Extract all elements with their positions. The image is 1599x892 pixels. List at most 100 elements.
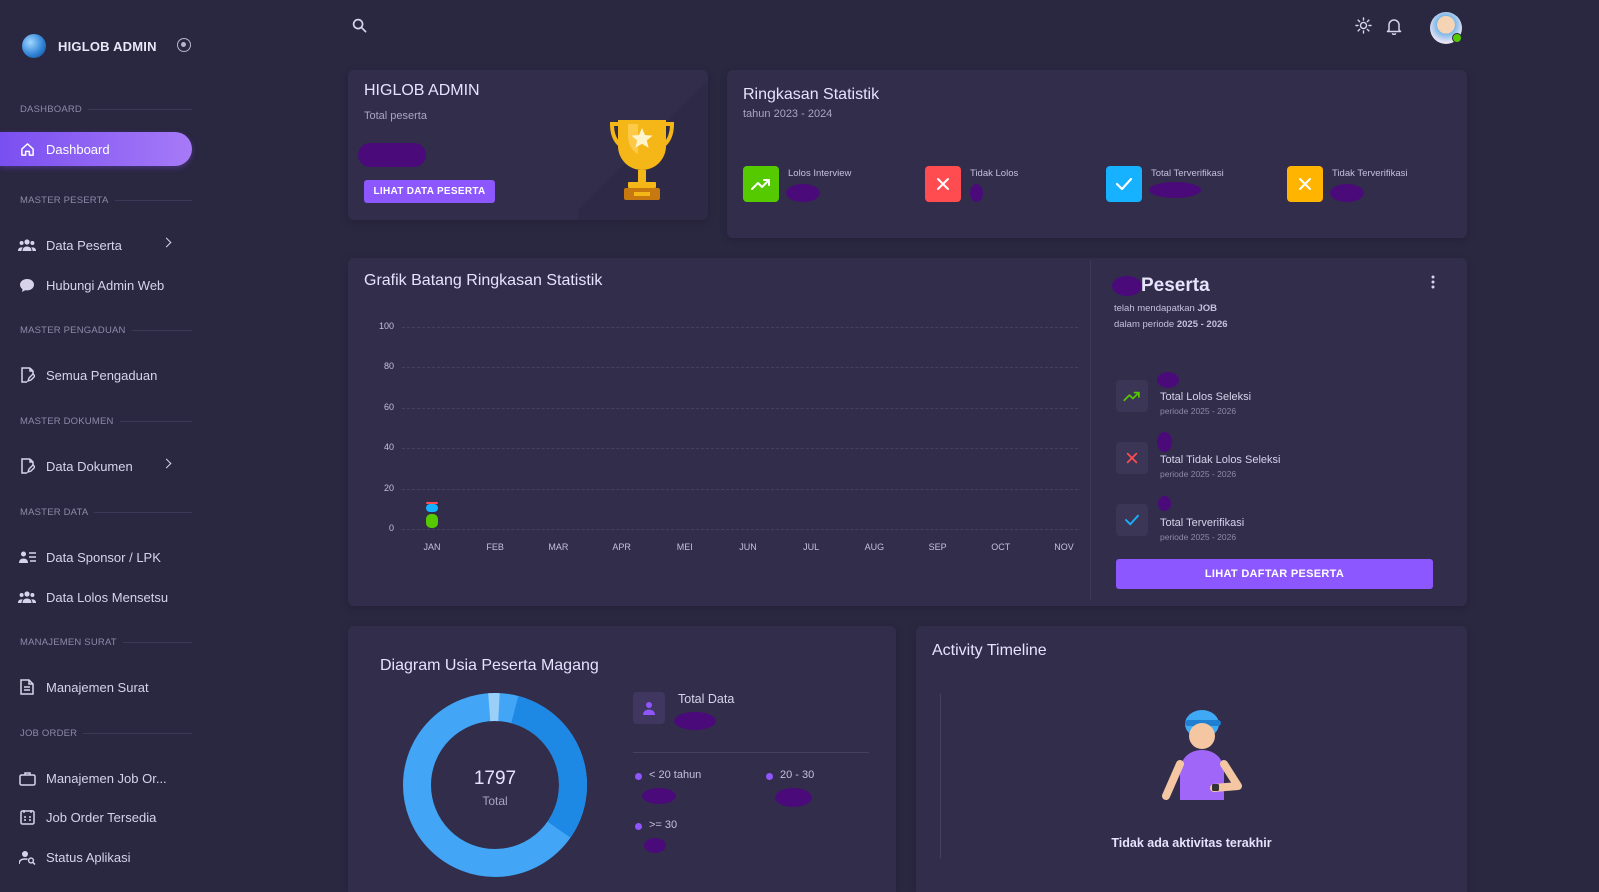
more-options-button[interactable] — [1431, 275, 1435, 294]
document-icon — [18, 678, 36, 696]
bar-chart-title: Grafik Batang Ringkasan Statistik — [364, 272, 603, 289]
x-tick-label: NOV — [1054, 542, 1074, 552]
x-tick-label: JAN — [423, 542, 441, 552]
timeline-title: Activity Timeline — [932, 642, 1047, 659]
gridline — [402, 407, 1078, 409]
donut-chart — [402, 692, 588, 883]
redacted-value — [642, 788, 676, 804]
sidebar-item-manajemen-job-order[interactable]: Manajemen Job Or... — [18, 761, 190, 795]
row-title: Total Lolos Seleksi — [1160, 391, 1252, 403]
notifications-button[interactable] — [1386, 17, 1402, 40]
timeline-empty-text: Tidak ada aktivitas terakhir — [1111, 836, 1272, 850]
sidebar-item-data-dokumen[interactable]: Data Dokumen — [18, 449, 190, 483]
bar-lolos-interview[interactable] — [426, 513, 438, 528]
welcome-title: HIGLOB ADMIN — [364, 82, 480, 99]
bell-icon — [1386, 18, 1402, 35]
sidebar-item-label: Data Dokumen — [46, 458, 133, 474]
briefcase-icon — [18, 769, 36, 787]
topbar-actions — [1355, 12, 1462, 44]
gridline — [402, 367, 1078, 369]
sidebar-item-label: Manajemen Job Or... — [46, 770, 167, 786]
user-search-icon — [18, 848, 36, 866]
sidebar-toggle-icon[interactable] — [177, 38, 191, 52]
peserta-line1-text: telah mendapatkan — [1114, 303, 1198, 314]
gridline — [402, 488, 1078, 490]
sidebar-item-data-peserta[interactable]: Data Peserta — [18, 228, 190, 262]
users-icon — [18, 236, 36, 254]
search-button[interactable] — [352, 18, 367, 38]
redacted-value — [644, 838, 666, 853]
y-tick-label: 60 — [383, 401, 394, 412]
more-vertical-icon — [1431, 275, 1435, 289]
sidebar-item-data-lolos-mensetsu[interactable]: Data Lolos Mensetsu — [18, 580, 190, 614]
user-avatar[interactable] — [1430, 12, 1462, 44]
search-icon — [352, 18, 367, 33]
check-icon — [1115, 177, 1133, 191]
section-manajemen-surat: MANAJEMEN SURAT — [20, 637, 192, 648]
user-icon — [643, 702, 655, 715]
file-edit-icon — [18, 366, 36, 384]
summary-card: Ringkasan Statistik tahun 2023 - 2024 Lo… — [727, 70, 1467, 238]
sidebar-item-semua-pengaduan[interactable]: Semua Pengaduan — [18, 358, 190, 392]
chevron-right-icon — [161, 237, 172, 248]
close-icon — [937, 178, 949, 190]
stat-tidak-terverifikasi — [1287, 166, 1323, 202]
activity-timeline-card: Activity Timeline Tidak ada aktivitas te… — [916, 626, 1467, 892]
legend-label: 20 - 30 — [780, 769, 815, 781]
close-icon — [1126, 452, 1138, 464]
sidebar-item-job-order-tersedia[interactable]: Job Order Tersedia — [18, 800, 190, 834]
trending-up-icon — [1123, 391, 1140, 402]
x-tick-label: AUG — [864, 542, 885, 552]
welcome-card: HIGLOB ADMIN Total peserta LIHAT DATA PE… — [348, 70, 708, 220]
peserta-line2: dalam periode 2025 - 2026 — [1114, 319, 1228, 330]
section-dashboard: DASHBOARD — [20, 104, 192, 115]
bar-total-terverifikasi[interactable] — [426, 503, 438, 512]
donut-card: Diagram Usia Peserta Magang 1797 Total T… — [348, 626, 896, 892]
sidebar-item-label: Dashboard — [46, 141, 110, 157]
tidak-lolos-icon-box — [1116, 442, 1148, 474]
globe-logo-icon — [22, 34, 46, 58]
row-subtitle: periode 2025 - 2026 — [1160, 406, 1237, 416]
card-divider — [1090, 260, 1091, 600]
sidebar-item-dashboard[interactable]: Dashboard — [0, 132, 192, 166]
sidebar-item-status-aplikasi[interactable]: Status Aplikasi — [18, 840, 190, 874]
stat-total-terverifikasi — [1106, 166, 1142, 202]
sidebar-item-manajemen-surat[interactable]: Manajemen Surat — [18, 670, 190, 704]
sidebar-item-data-sponsor[interactable]: Data Sponsor / LPK — [18, 540, 190, 574]
peserta-line2-text: dalam periode — [1114, 319, 1177, 330]
x-tick-label: SEP — [928, 542, 947, 552]
brand[interactable]: HIGLOB ADMIN — [22, 34, 157, 58]
donut-segment-under-20 — [403, 693, 587, 877]
redacted-value — [1330, 184, 1364, 202]
x-tick-label: MAR — [548, 542, 569, 552]
section-master-peserta: MASTER PESERTA — [20, 195, 192, 206]
donut-segment-over-30 — [403, 693, 587, 877]
redacted-value — [786, 184, 820, 202]
trophy-icon — [609, 114, 675, 209]
sidebar-item-label: Manajemen Surat — [46, 679, 149, 695]
donut-total-label: Total — [482, 794, 508, 808]
donut-total-value: 1797 — [473, 768, 517, 789]
legend-dot — [635, 773, 642, 780]
peserta-line1-bold: JOB — [1197, 303, 1217, 314]
x-tick-label: JUN — [739, 542, 757, 552]
redacted-value — [358, 143, 426, 167]
x-tick-label: MEI — [676, 542, 693, 552]
lihat-data-peserta-button[interactable]: LIHAT DATA PESERTA — [364, 180, 495, 203]
bar-tidak-lolos[interactable] — [426, 501, 438, 504]
lihat-daftar-peserta-button[interactable]: LIHAT DAFTAR PESERTA — [1116, 559, 1433, 589]
empty-state-illustration — [1152, 704, 1252, 821]
legend-dot — [766, 773, 773, 780]
donut-title: Diagram Usia Peserta Magang — [380, 657, 599, 674]
timeline-line — [940, 694, 941, 858]
stat-label: Total Terverifikasi — [1151, 168, 1224, 179]
chevron-right-icon — [161, 458, 172, 469]
section-master-data: MASTER DATA — [20, 507, 192, 518]
stat-tidak-lolos — [925, 166, 961, 202]
sidebar-item-hubungi-admin[interactable]: Hubungi Admin Web — [18, 268, 190, 302]
legend-label: < 20 tahun — [649, 769, 702, 781]
row-subtitle: periode 2025 - 2026 — [1160, 469, 1237, 479]
x-tick-label: FEB — [486, 542, 504, 552]
divider — [633, 752, 869, 753]
theme-toggle-button[interactable] — [1355, 17, 1372, 39]
